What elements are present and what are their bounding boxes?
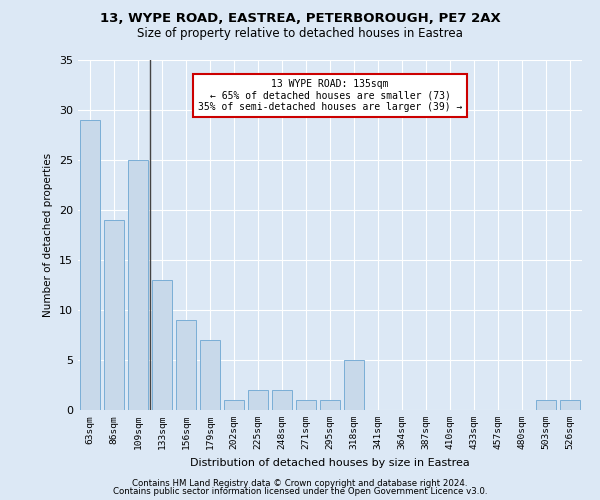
Bar xyxy=(560,400,580,410)
Text: Size of property relative to detached houses in Eastrea: Size of property relative to detached ho… xyxy=(137,28,463,40)
Bar xyxy=(224,400,244,410)
Text: 13, WYPE ROAD, EASTREA, PETERBOROUGH, PE7 2AX: 13, WYPE ROAD, EASTREA, PETERBOROUGH, PE… xyxy=(100,12,500,26)
Bar xyxy=(80,120,100,410)
Bar xyxy=(296,400,316,410)
Bar xyxy=(344,360,364,410)
Bar xyxy=(128,160,148,410)
Bar xyxy=(152,280,172,410)
X-axis label: Distribution of detached houses by size in Eastrea: Distribution of detached houses by size … xyxy=(190,458,470,468)
Text: 13 WYPE ROAD: 135sqm
← 65% of detached houses are smaller (73)
35% of semi-detac: 13 WYPE ROAD: 135sqm ← 65% of detached h… xyxy=(198,80,462,112)
Bar xyxy=(176,320,196,410)
Y-axis label: Number of detached properties: Number of detached properties xyxy=(43,153,53,317)
Bar xyxy=(320,400,340,410)
Text: Contains public sector information licensed under the Open Government Licence v3: Contains public sector information licen… xyxy=(113,487,487,496)
Bar xyxy=(536,400,556,410)
Bar xyxy=(248,390,268,410)
Text: Contains HM Land Registry data © Crown copyright and database right 2024.: Contains HM Land Registry data © Crown c… xyxy=(132,478,468,488)
Bar xyxy=(104,220,124,410)
Bar xyxy=(200,340,220,410)
Bar xyxy=(272,390,292,410)
